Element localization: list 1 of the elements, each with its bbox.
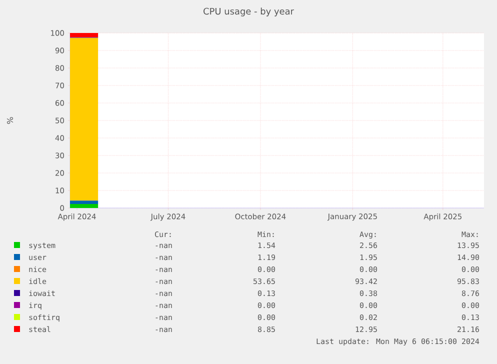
chart-title: CPU usage - by year [204, 8, 294, 16]
